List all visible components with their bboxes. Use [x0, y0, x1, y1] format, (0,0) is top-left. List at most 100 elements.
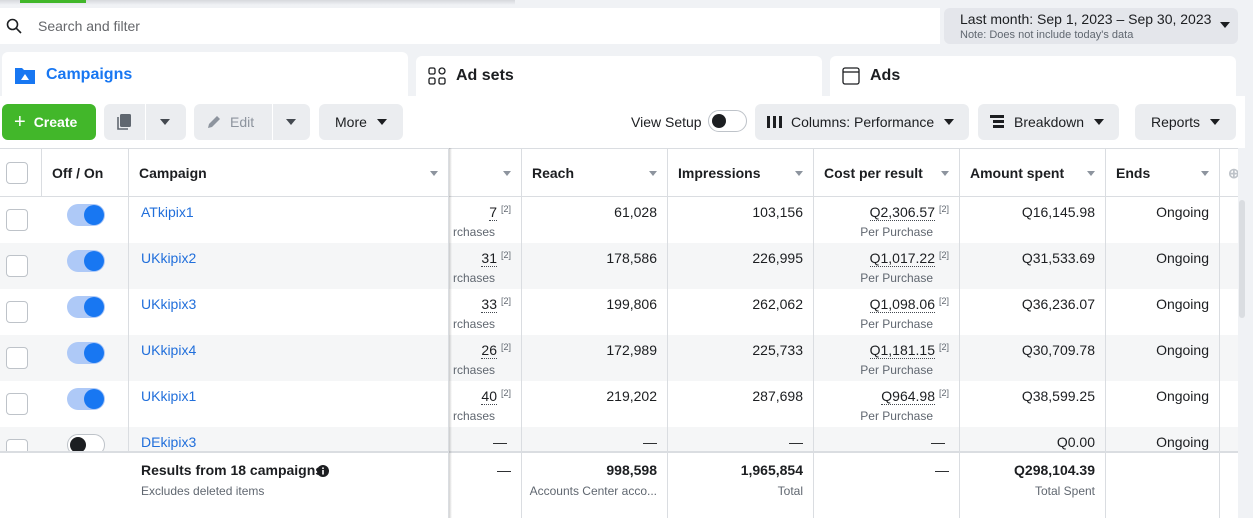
sort-icon[interactable] [430, 171, 438, 176]
view-setup-toggle[interactable] [708, 110, 747, 132]
chevron-down-icon[interactable] [160, 119, 170, 125]
amount-spent-cell: Q30,709.78 [960, 335, 1106, 381]
folder-icon [15, 68, 35, 84]
add-column-icon[interactable]: ⊕ [1228, 164, 1238, 181]
campaign-toggle[interactable] [67, 296, 105, 318]
row-checkbox[interactable] [6, 347, 28, 369]
columns-button[interactable]: Columns: Performance [755, 104, 969, 140]
campaign-link[interactable]: UKkipix4 [141, 342, 197, 358]
impressions-value: 262,062 [752, 296, 803, 312]
results-value[interactable]: 33 [481, 296, 497, 313]
row-checkbox[interactable] [6, 393, 28, 415]
row-toggle-cell [42, 381, 129, 427]
campaign-link[interactable]: ATkipix1 [141, 204, 194, 220]
add-column-cell[interactable]: ⊕ [1220, 149, 1238, 197]
campaign-link[interactable]: DEkipix3 [141, 434, 197, 450]
cost-per-result-type: Per Purchase [860, 409, 933, 423]
tab-ads[interactable]: Ads [830, 56, 1236, 96]
breakdown-button[interactable]: Breakdown [978, 104, 1119, 140]
results-value[interactable]: 7 [489, 204, 497, 221]
table-footer: Results from 18 campaigns Excludes delet… [0, 451, 1238, 518]
sort-icon[interactable] [1201, 171, 1209, 176]
campaign-toggle[interactable] [67, 434, 105, 456]
cost-per-result-value[interactable]: Q1,017.22 [869, 250, 935, 267]
create-button[interactable]: + Create [2, 104, 96, 140]
footer-reach-sub: Accounts Center acco... [529, 484, 657, 498]
footer-impressions: 1,965,854 Total [668, 453, 814, 518]
campaign-link[interactable]: UKkipix1 [141, 388, 197, 404]
sort-icon[interactable] [1087, 171, 1095, 176]
campaign-link[interactable]: UKkipix2 [141, 250, 197, 266]
table-row[interactable]: UKkipix2 31 [2] rchases 178,586 226,995 Q1,017… [0, 243, 1238, 289]
results-cell: 40 [2] rchases [449, 381, 522, 427]
campaign-toggle[interactable] [67, 342, 105, 364]
row-select-cell [0, 289, 42, 335]
sort-icon[interactable] [503, 171, 511, 176]
campaign-toggle[interactable] [67, 250, 105, 272]
edit-button[interactable]: Edit [194, 104, 310, 140]
results-value[interactable]: 31 [481, 250, 497, 267]
reach-cell: 219,202 [522, 381, 668, 427]
table-row[interactable]: ATkipix1 7 [2] rchases 61,028 103,156 Q2,306.5… [0, 197, 1238, 243]
sort-icon[interactable] [941, 171, 949, 176]
footer-spent-value: Q298,104.39 [1014, 462, 1095, 478]
info-icon[interactable] [317, 465, 329, 477]
search-bar[interactable]: Search and filter [0, 8, 940, 44]
header-reach[interactable]: Reach [522, 149, 668, 197]
amount-spent-cell: Q36,236.07 [960, 289, 1106, 335]
row-checkbox[interactable] [6, 255, 28, 277]
campaign-link[interactable]: UKkipix3 [141, 296, 197, 312]
columns-icon [767, 116, 782, 128]
more-button[interactable]: More [319, 104, 403, 140]
table-row[interactable]: UKkipix3 33 [2] rchases 199,806 262,062 Q1,098… [0, 289, 1238, 335]
amount-spent-value: Q36,236.07 [1021, 296, 1095, 312]
cost-per-result-cell: Q1,181.15 [2] Per Purchase [814, 335, 960, 381]
campaign-toggle[interactable] [67, 204, 105, 226]
table-row[interactable]: UKkipix4 26 [2] rchases 172,989 225,733 Q1,181… [0, 335, 1238, 381]
duplicate-button[interactable] [104, 104, 186, 140]
row-toggle-cell [42, 335, 129, 381]
cost-per-result-value[interactable]: Q1,181.15 [869, 342, 935, 359]
cost-per-result-value[interactable]: Q1,098.06 [869, 296, 935, 313]
reach-cell: — [522, 427, 668, 473]
footer-spent-sub: Total Spent [1034, 484, 1095, 498]
sort-icon[interactable] [649, 171, 657, 176]
header-label: Impressions [678, 165, 761, 181]
header-campaign[interactable]: Campaign [129, 149, 449, 197]
campaign-name-cell: UKkipix3 [129, 289, 449, 335]
tab-ad-sets[interactable]: Ad sets [416, 56, 822, 96]
sort-icon[interactable] [795, 171, 803, 176]
ends-value: Ongoing [1156, 434, 1209, 450]
chevron-down-icon[interactable] [286, 119, 296, 125]
results-value[interactable]: — [493, 434, 507, 450]
page-edge [1245, 0, 1253, 518]
tab-campaigns[interactable]: Campaigns [2, 52, 408, 98]
row-select-cell [0, 197, 42, 243]
cost-per-result-value[interactable]: — [931, 434, 945, 450]
header-impressions[interactable]: Impressions [668, 149, 814, 197]
results-footnote: [2] [500, 296, 511, 306]
impressions-value: 103,156 [752, 204, 803, 220]
search-input[interactable]: Search and filter [38, 18, 140, 34]
select-all-checkbox[interactable] [6, 162, 28, 184]
header-cost-per-result[interactable]: Cost per result [814, 149, 960, 197]
cost-per-result-value[interactable]: Q964.98 [881, 388, 935, 405]
table-row[interactable]: DEkipix3 — — — — Q0.00 Ongoing [0, 427, 1238, 473]
header-off-on: Off / On [42, 149, 129, 197]
row-checkbox[interactable] [6, 301, 28, 323]
header-ends[interactable]: Ends [1106, 149, 1220, 197]
reports-button[interactable]: Reports [1135, 104, 1236, 140]
results-value[interactable]: 40 [481, 388, 497, 405]
header-amount-spent[interactable]: Amount spent [960, 149, 1106, 197]
cost-per-result-type: Per Purchase [860, 317, 933, 331]
header-results[interactable] [449, 149, 522, 197]
date-range-picker[interactable]: Last month: Sep 1, 2023 – Sep 30, 2023 N… [944, 8, 1238, 44]
results-value[interactable]: 26 [481, 342, 497, 359]
campaign-toggle[interactable] [67, 388, 105, 410]
vertical-scrollbar[interactable] [1239, 200, 1245, 318]
cost-per-result-value[interactable]: Q2,306.57 [869, 204, 935, 221]
impressions-cell: 225,733 [668, 335, 814, 381]
reach-value: 172,989 [606, 342, 657, 358]
row-checkbox[interactable] [6, 209, 28, 231]
table-row[interactable]: UKkipix1 40 [2] rchases 219,202 287,698 Q964.9… [0, 381, 1238, 427]
